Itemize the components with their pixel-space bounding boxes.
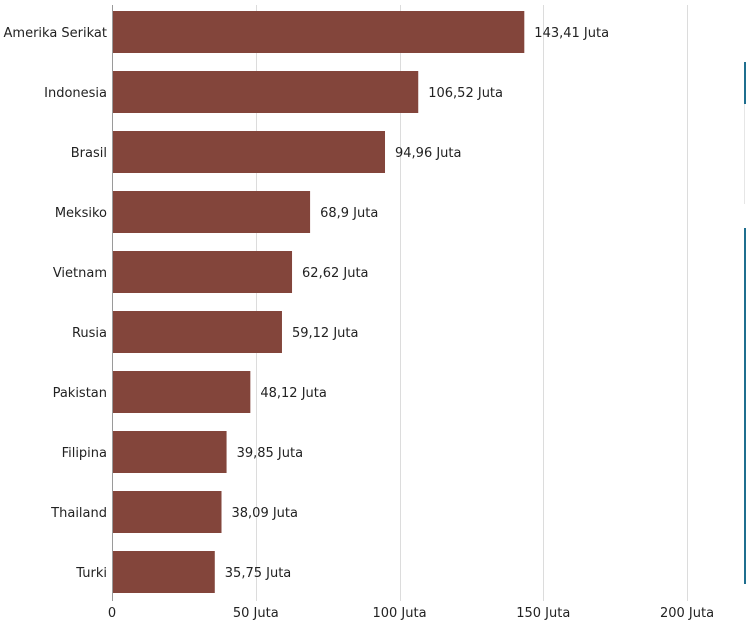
x-tick-label-3: 150 Juta xyxy=(516,606,570,621)
value-label-6: 48,12 Juta xyxy=(260,386,327,401)
category-label-3: Meksiko xyxy=(55,206,107,221)
side-panel-accent-bottom xyxy=(744,228,746,584)
value-label-0: 143,41 Juta xyxy=(534,26,609,41)
category-label-8: Thailand xyxy=(50,506,107,521)
category-label-4: Vietnam xyxy=(53,266,107,281)
value-label-7: 39,85 Juta xyxy=(237,446,304,461)
bar-4 xyxy=(112,251,293,293)
x-tick-label-2: 100 Juta xyxy=(372,606,426,621)
value-labels: 143,41 Juta 106,52 Juta 94,96 Juta 68,9 Jut… xyxy=(225,26,609,581)
bar-6 xyxy=(112,371,251,413)
category-label-5: Rusia xyxy=(72,326,107,341)
value-label-1: 106,52 Juta xyxy=(428,86,503,101)
x-tick-label-0: 0 xyxy=(108,606,116,621)
category-label-7: Filipina xyxy=(62,446,107,461)
bar-1 xyxy=(112,71,419,113)
bar-7 xyxy=(112,431,227,473)
category-label-2: Brasil xyxy=(71,146,107,161)
value-label-9: 35,75 Juta xyxy=(225,566,292,581)
side-panel-accent-top xyxy=(744,62,746,104)
x-axis-ticks: 0 50 Juta 100 Juta 150 Juta 200 Juta xyxy=(108,606,714,621)
bar-5 xyxy=(112,311,282,353)
bars xyxy=(112,11,525,593)
bar-0 xyxy=(112,11,525,53)
value-label-5: 59,12 Juta xyxy=(292,326,359,341)
bar-8 xyxy=(112,491,222,533)
category-label-6: Pakistan xyxy=(53,386,107,401)
value-label-3: 68,9 Juta xyxy=(320,206,378,221)
side-panel-divider xyxy=(744,104,745,204)
category-label-1: Indonesia xyxy=(44,86,107,101)
bar-2 xyxy=(112,131,386,173)
value-label-4: 62,62 Juta xyxy=(302,266,369,281)
category-labels: Amerika Serikat Indonesia Brasil Meksiko Vie… xyxy=(4,26,108,581)
x-tick-label-1: 50 Juta xyxy=(233,606,279,621)
value-label-8: 38,09 Juta xyxy=(232,506,298,521)
category-label-0: Amerika Serikat xyxy=(4,26,107,41)
bar-3 xyxy=(112,191,311,233)
value-label-2: 94,96 Juta xyxy=(395,146,462,161)
bar-9 xyxy=(112,551,215,593)
category-label-9: Turki xyxy=(75,566,107,581)
x-tick-label-4: 200 Juta xyxy=(660,606,714,621)
